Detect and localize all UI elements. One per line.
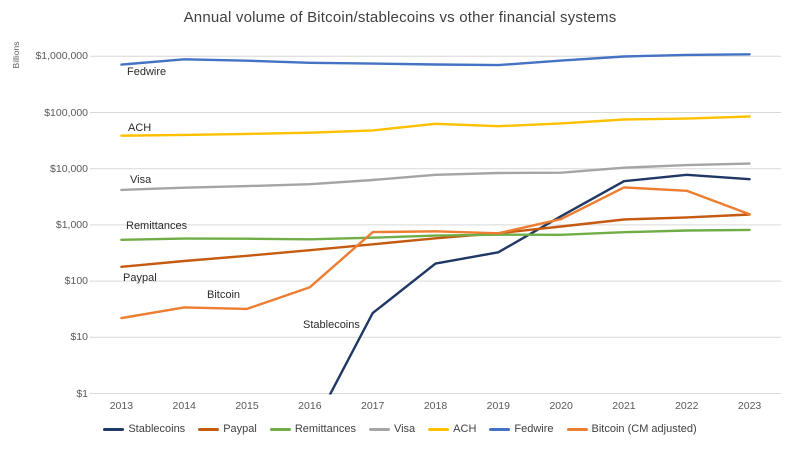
- legend-label: ACH: [453, 423, 477, 435]
- legend-label: Visa: [393, 423, 416, 435]
- legend-label: Paypal: [223, 423, 257, 435]
- series-line-bitcoin-cm: [120, 186, 751, 320]
- series-line-ach: [120, 115, 751, 137]
- series-line-remittances: [120, 228, 751, 242]
- legend-line-marker: [489, 427, 511, 431]
- x-tick-label: 2023: [737, 400, 762, 412]
- y-tick-label: $10,000: [50, 162, 88, 175]
- legend-label: Fedwire: [514, 423, 554, 435]
- legend-item-paypal: Paypal: [198, 423, 257, 435]
- y-tick-label: $1,000,000: [35, 50, 88, 63]
- legend-item-ach: ACH: [428, 423, 476, 435]
- series-line-fedwire: [120, 53, 751, 67]
- legend-label: Remittances: [294, 423, 356, 435]
- x-tick-label: 2015: [235, 400, 259, 412]
- x-tick-label: 2020: [549, 400, 573, 412]
- y-tick-label: $100,000: [44, 106, 88, 119]
- legend-label: Stablecoins: [128, 423, 186, 435]
- legend-line-marker: [368, 427, 390, 431]
- x-tick-label: 2014: [172, 400, 196, 412]
- series-annotation: Remittances: [126, 220, 188, 232]
- legend-line-marker: [428, 427, 450, 431]
- y-tick-label: $1,000: [55, 218, 88, 231]
- legend-line-marker: [198, 427, 220, 431]
- chart-title: Annual volume of Bitcoin/stablecoins vs …: [183, 9, 617, 26]
- legend-item-remittances: Remittances: [269, 423, 356, 435]
- legend-item-stablecoins: Stablecoins: [103, 423, 185, 435]
- series-line-visa: [120, 162, 751, 192]
- series-line-stablecoins: [328, 173, 751, 395]
- series-annotation: Stablecoins: [303, 319, 360, 331]
- series-annotation: ACH: [128, 122, 152, 134]
- legend-line-marker: [103, 427, 125, 431]
- series-annotation: Paypal: [123, 272, 157, 284]
- legend: Stablecoins Paypal Remittances Visa ACH Fedwi…: [0, 423, 800, 435]
- x-tick-label: 2018: [423, 400, 448, 412]
- series-line-paypal: [120, 213, 751, 268]
- legend-item-visa: Visa: [368, 423, 416, 435]
- y-tick-label: $10: [70, 331, 88, 344]
- y-tick-label: $1: [76, 387, 88, 400]
- x-tick-label: 2016: [298, 400, 322, 412]
- legend-line-marker: [269, 427, 291, 431]
- series-annotation: Fedwire: [127, 66, 167, 78]
- x-tick-label: 2013: [109, 400, 134, 412]
- series-annotation: Visa: [130, 174, 152, 186]
- x-tick-label: 2022: [675, 400, 699, 412]
- legend-label: Bitcoin (CM adjusted): [591, 423, 697, 435]
- series-annotation: Bitcoin: [207, 289, 241, 301]
- legend-item-fedwire: Fedwire: [489, 423, 554, 435]
- x-tick-label: 2021: [612, 400, 636, 412]
- y-tick-label: $100: [64, 275, 88, 288]
- legend-line-marker: [566, 427, 588, 431]
- x-tick-label: 2017: [360, 400, 385, 412]
- legend-item-bitcoin-cm: Bitcoin (CM adjusted): [566, 423, 697, 435]
- x-tick-label: 2019: [486, 400, 510, 412]
